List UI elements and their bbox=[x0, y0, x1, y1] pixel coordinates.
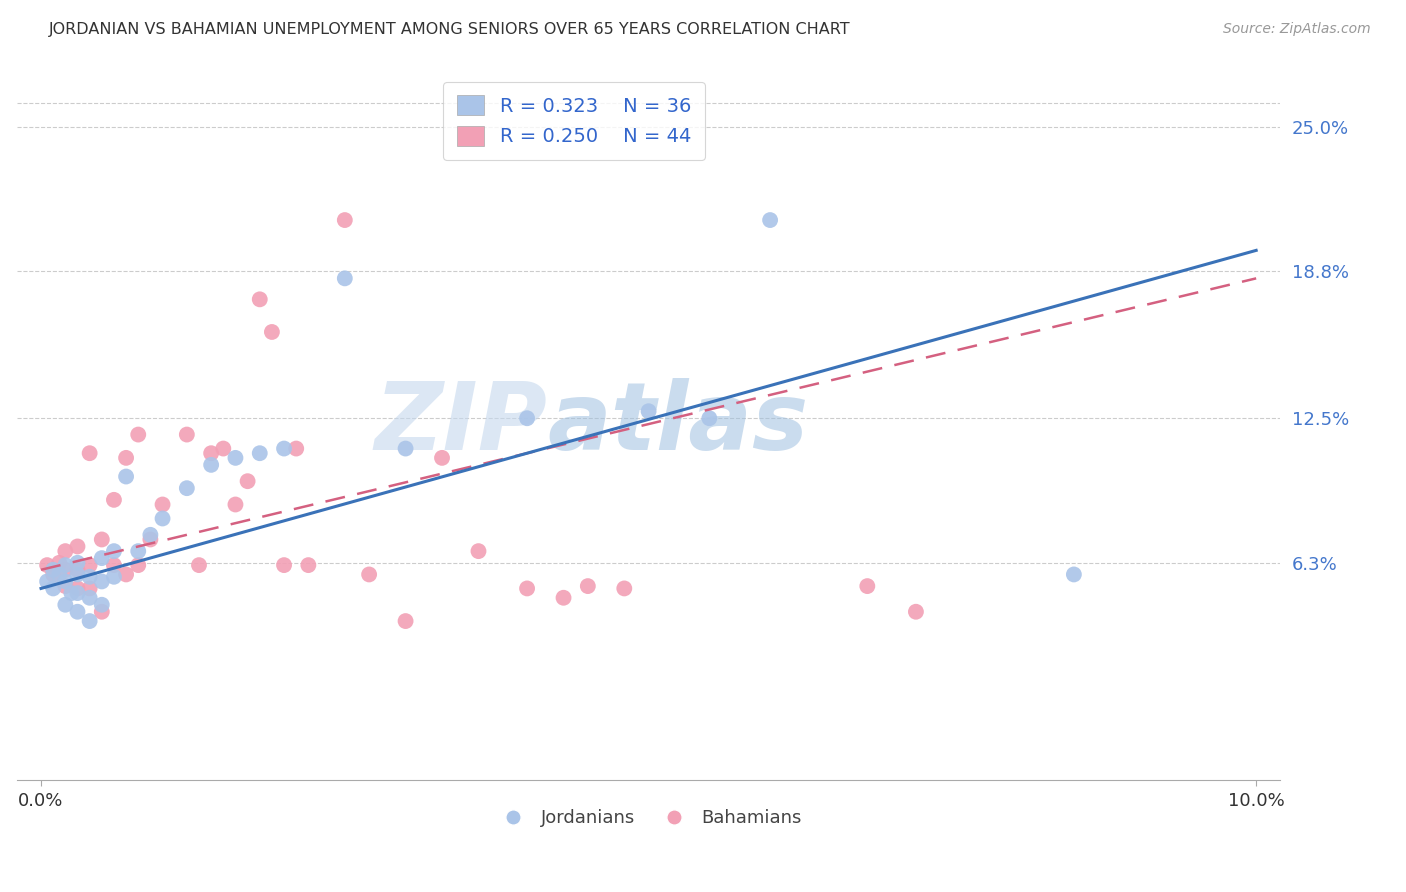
Point bbox=[394, 614, 416, 628]
Point bbox=[42, 563, 65, 577]
Point bbox=[856, 579, 879, 593]
Point bbox=[103, 558, 125, 573]
Legend: Jordanians, Bahamians: Jordanians, Bahamians bbox=[488, 802, 808, 835]
Point bbox=[115, 469, 138, 483]
Point bbox=[60, 586, 83, 600]
Point bbox=[260, 325, 283, 339]
Point bbox=[103, 544, 125, 558]
Point bbox=[53, 598, 76, 612]
Point bbox=[42, 567, 65, 582]
Point bbox=[359, 567, 381, 582]
Point bbox=[79, 446, 101, 460]
Point bbox=[42, 582, 65, 596]
Point bbox=[224, 498, 246, 512]
Point bbox=[176, 481, 198, 495]
Point bbox=[273, 558, 295, 573]
Point bbox=[699, 411, 721, 425]
Point bbox=[249, 446, 271, 460]
Point bbox=[66, 582, 89, 596]
Point bbox=[139, 533, 162, 547]
Point bbox=[637, 404, 659, 418]
Point bbox=[127, 427, 149, 442]
Point bbox=[759, 213, 782, 227]
Point bbox=[904, 605, 927, 619]
Point bbox=[394, 442, 416, 456]
Point bbox=[516, 411, 538, 425]
Point bbox=[576, 579, 599, 593]
Point bbox=[53, 563, 76, 577]
Point bbox=[200, 458, 222, 472]
Point bbox=[66, 540, 89, 554]
Point bbox=[115, 450, 138, 465]
Text: Source: ZipAtlas.com: Source: ZipAtlas.com bbox=[1223, 22, 1371, 37]
Point bbox=[152, 511, 174, 525]
Point bbox=[90, 598, 112, 612]
Point bbox=[516, 582, 538, 596]
Point bbox=[48, 567, 70, 582]
Point bbox=[212, 442, 235, 456]
Point bbox=[79, 591, 101, 605]
Point bbox=[273, 442, 295, 456]
Point bbox=[79, 614, 101, 628]
Point bbox=[53, 579, 76, 593]
Point bbox=[103, 570, 125, 584]
Point bbox=[139, 528, 162, 542]
Point bbox=[188, 558, 211, 573]
Point bbox=[176, 427, 198, 442]
Point bbox=[37, 574, 59, 589]
Point bbox=[200, 446, 222, 460]
Point bbox=[467, 544, 489, 558]
Point bbox=[79, 558, 101, 573]
Point bbox=[90, 574, 112, 589]
Point bbox=[90, 551, 112, 566]
Point bbox=[297, 558, 319, 573]
Point bbox=[66, 567, 89, 582]
Text: atlas: atlas bbox=[547, 378, 808, 470]
Point bbox=[48, 556, 70, 570]
Point bbox=[66, 605, 89, 619]
Text: ZIP: ZIP bbox=[374, 378, 547, 470]
Point bbox=[249, 293, 271, 307]
Point bbox=[79, 582, 101, 596]
Point bbox=[53, 574, 76, 589]
Point bbox=[66, 586, 89, 600]
Point bbox=[285, 442, 308, 456]
Point bbox=[53, 558, 76, 573]
Point bbox=[37, 558, 59, 573]
Point bbox=[66, 556, 89, 570]
Point bbox=[236, 474, 259, 488]
Point bbox=[66, 563, 89, 577]
Point bbox=[224, 450, 246, 465]
Point bbox=[127, 558, 149, 573]
Point bbox=[333, 213, 356, 227]
Point bbox=[1063, 567, 1085, 582]
Point bbox=[53, 544, 76, 558]
Point bbox=[103, 492, 125, 507]
Point bbox=[430, 450, 453, 465]
Point bbox=[79, 570, 101, 584]
Point bbox=[553, 591, 575, 605]
Point bbox=[613, 582, 636, 596]
Point bbox=[152, 498, 174, 512]
Text: JORDANIAN VS BAHAMIAN UNEMPLOYMENT AMONG SENIORS OVER 65 YEARS CORRELATION CHART: JORDANIAN VS BAHAMIAN UNEMPLOYMENT AMONG… bbox=[49, 22, 851, 37]
Point bbox=[90, 533, 112, 547]
Point bbox=[115, 567, 138, 582]
Point bbox=[90, 605, 112, 619]
Point bbox=[333, 271, 356, 285]
Point bbox=[127, 544, 149, 558]
